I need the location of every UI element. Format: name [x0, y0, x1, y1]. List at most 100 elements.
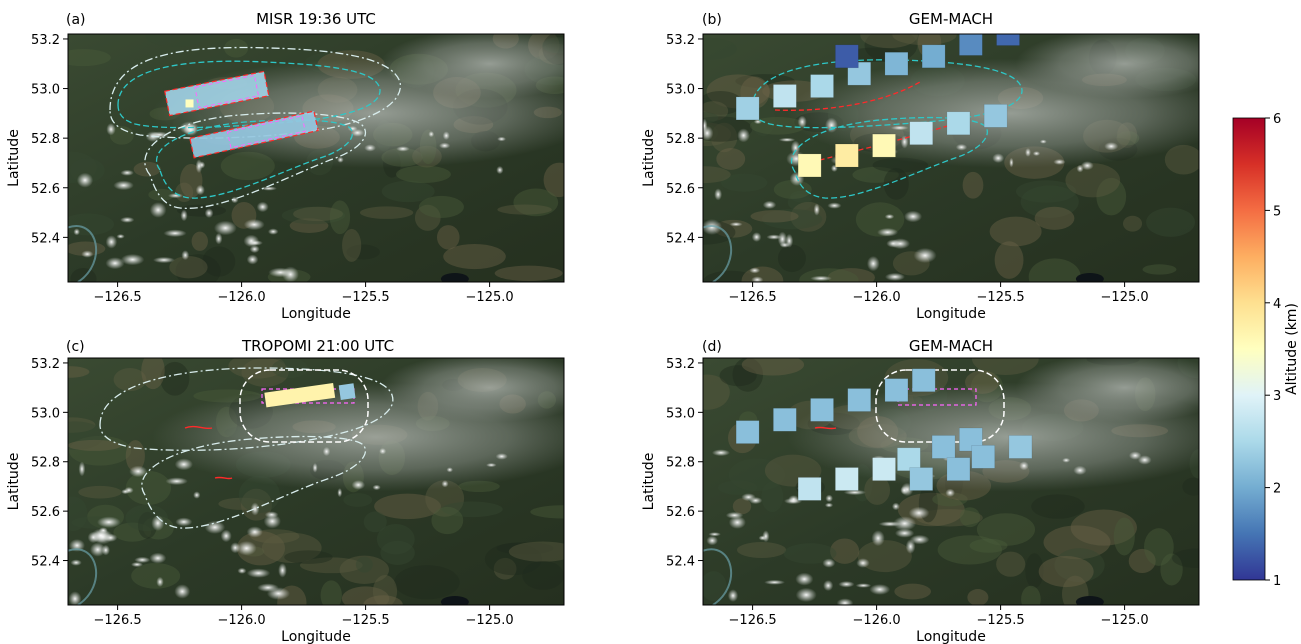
axes: −126.5 −126.0 −125.5 −125.0 52.4 52.6 52.8 53.0… — [6, 33, 565, 322]
snow-patch — [213, 220, 237, 236]
terrain-patch — [1038, 556, 1094, 588]
snow-patch — [167, 193, 184, 199]
terrain-patch — [703, 112, 719, 124]
terrain-patch — [238, 475, 280, 514]
terrain-patch — [68, 49, 111, 67]
snow-patch — [215, 232, 223, 245]
y-tick-label: 52.4 — [666, 231, 695, 246]
terrain-patch — [737, 541, 787, 558]
snow-patch — [955, 143, 968, 151]
terrain-patch — [732, 498, 752, 515]
terrain-patch — [1160, 553, 1183, 586]
y-tick-label: 53.0 — [666, 406, 695, 421]
terrain-patch — [68, 366, 90, 378]
snow-patch — [446, 467, 454, 473]
model-cell — [884, 51, 909, 76]
fire-outline — [814, 426, 837, 430]
panel-d: (d) GEM-MACH −126.5 −126.0 −125.5 −125.0 52.… — [641, 337, 1200, 644]
terrain-patch — [1164, 144, 1199, 175]
terrain-patch — [177, 204, 226, 217]
terrain-patch — [329, 200, 351, 235]
smoke-haze — [1015, 34, 1199, 99]
colorbar-tick-label: 3 — [1273, 389, 1281, 404]
model-cell — [884, 378, 909, 402]
snow-patch — [246, 526, 263, 538]
terrain-patch — [1070, 509, 1137, 546]
snow-patch — [243, 219, 265, 231]
snow-patch — [81, 250, 94, 258]
y-tick-label: 52.6 — [31, 505, 60, 520]
snow-patch — [152, 256, 175, 264]
model-cell — [921, 44, 946, 69]
model-cell — [797, 477, 822, 501]
terrain-patch — [493, 557, 517, 580]
terrain-patch — [191, 231, 208, 251]
snow-patch — [788, 495, 799, 504]
x-tick-label: −125.0 — [466, 290, 514, 305]
terrain-patch — [374, 493, 441, 520]
model-cell — [897, 447, 921, 472]
lake — [440, 596, 469, 605]
snow-patch — [908, 506, 930, 520]
snow-patch — [156, 576, 164, 588]
y-tick-label: 53.2 — [31, 33, 60, 48]
model-cell — [835, 44, 859, 69]
snow-patch — [350, 128, 365, 137]
terrain-patch — [443, 243, 506, 270]
satellite-background — [703, 34, 1199, 282]
x-axis-label: Longitude — [281, 306, 351, 322]
terrain-patch — [1113, 517, 1135, 556]
model-cell — [931, 435, 956, 459]
model-cell — [735, 420, 760, 444]
model-cell — [983, 104, 1008, 128]
snow-patch — [113, 180, 134, 191]
snow-patch — [762, 200, 777, 209]
x-tick-label: −126.5 — [94, 290, 142, 305]
x-tick-label: −125.5 — [977, 290, 1025, 305]
x-tick-label: −125.5 — [977, 613, 1025, 628]
snow-patch — [894, 528, 915, 538]
terrain-patch — [484, 543, 542, 576]
terrain-patch — [68, 213, 115, 236]
snow-patch — [105, 257, 125, 270]
y-tick-label: 52.4 — [31, 231, 60, 246]
snow-patch — [124, 486, 134, 494]
snow-patch — [442, 131, 450, 140]
snow-patch — [175, 517, 193, 527]
colorbar-tick-label: 6 — [1273, 112, 1281, 127]
y-tick-label: 52.8 — [666, 456, 695, 471]
snow-patch — [795, 587, 817, 603]
x-tick-label: −125.0 — [1101, 290, 1149, 305]
snow-patch — [497, 136, 507, 142]
snow-patch — [428, 131, 435, 138]
y-tick-label: 52.4 — [31, 555, 60, 570]
panel-letter: (d) — [702, 339, 722, 355]
terrain-patch — [1128, 548, 1156, 574]
terrain-patch — [418, 195, 464, 219]
terrain-patch — [355, 556, 373, 573]
x-tick-label: −126.5 — [729, 613, 777, 628]
model-plume-contour — [117, 60, 381, 129]
snow-patch — [871, 530, 885, 547]
snow-patch — [1009, 157, 1014, 168]
terrain-patch — [1146, 207, 1196, 237]
snow-patch — [729, 222, 743, 227]
terrain-patch — [133, 161, 161, 177]
y-tick-label: 52.6 — [31, 182, 60, 197]
snow-patch — [778, 137, 796, 142]
snow-patch — [260, 186, 277, 191]
terrain-patch — [522, 560, 564, 590]
data-marks — [264, 383, 356, 408]
terrain-patch — [372, 575, 398, 605]
model-cell — [810, 398, 834, 422]
snow-patch — [855, 583, 872, 588]
snow-patch — [766, 234, 782, 240]
snow-patch — [749, 267, 761, 274]
snow-patch — [711, 449, 731, 457]
model-cell — [971, 444, 996, 469]
model-cell — [996, 34, 1020, 46]
terrain-patch — [717, 480, 758, 495]
snow-patch — [1073, 465, 1087, 475]
snow-patch — [149, 552, 167, 564]
snow-patch — [337, 488, 343, 498]
